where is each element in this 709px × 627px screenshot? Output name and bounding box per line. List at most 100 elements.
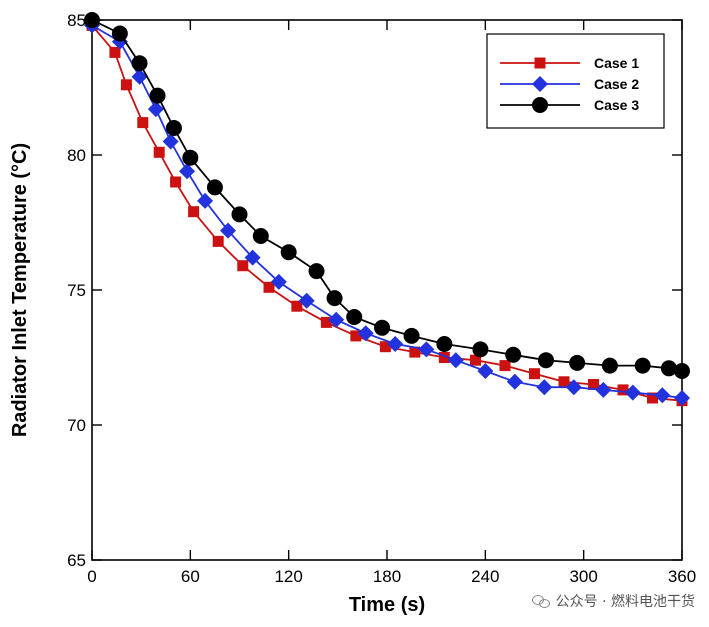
data-point — [131, 68, 148, 85]
data-point — [654, 387, 671, 404]
data-point — [147, 101, 164, 118]
data-point — [565, 379, 582, 396]
legend-marker — [534, 57, 546, 69]
data-point — [84, 12, 100, 28]
data-point — [506, 373, 523, 390]
legend-item-3: Case 3 — [500, 97, 639, 113]
x-tick-label: 0 — [87, 567, 96, 586]
data-point — [197, 192, 214, 209]
x-tick-label: 240 — [471, 567, 499, 586]
data-point — [149, 87, 166, 104]
y-tick-label: 75 — [67, 281, 86, 300]
y-tick-label: 70 — [67, 416, 86, 435]
data-point — [569, 354, 586, 371]
data-point — [595, 381, 612, 398]
data-point — [674, 390, 690, 406]
data-point — [120, 79, 132, 91]
data-point — [438, 352, 450, 363]
data-point — [252, 228, 269, 244]
series-layer — [84, 12, 690, 407]
data-point — [212, 235, 224, 247]
data-point — [617, 384, 629, 396]
x-tick-label: 300 — [569, 567, 597, 586]
data-point — [231, 206, 248, 223]
data-point — [529, 368, 540, 380]
data-point — [499, 360, 511, 372]
axis-ticks: 0 60 120 180 240 300 360 65 70 75 80 85 — [67, 11, 696, 586]
y-tick-label: 65 — [67, 551, 86, 570]
data-point — [346, 309, 363, 325]
data-point — [436, 336, 453, 352]
legend: Case 1 Case 2 Case 3 — [486, 33, 665, 129]
data-point — [220, 222, 237, 239]
data-point — [418, 341, 435, 358]
data-point — [588, 379, 599, 390]
data-point — [357, 325, 374, 342]
data-point — [111, 25, 128, 42]
data-point — [244, 249, 261, 266]
data-point — [162, 133, 179, 150]
data-point — [188, 206, 200, 218]
data-point — [109, 46, 121, 58]
data-point — [470, 354, 481, 366]
data-point — [137, 117, 149, 129]
data-point — [270, 273, 287, 290]
data-point — [298, 292, 315, 309]
data-point — [447, 352, 464, 369]
legend-marker — [532, 97, 548, 113]
data-point — [328, 311, 345, 328]
series-2 — [84, 17, 690, 406]
y-tick-label: 85 — [67, 11, 86, 30]
data-point — [308, 263, 325, 280]
legend-label: Case 3 — [594, 97, 639, 113]
legend-label: Case 2 — [594, 76, 639, 92]
data-point — [647, 392, 658, 404]
data-point — [182, 149, 199, 166]
x-tick-label: 120 — [274, 567, 302, 586]
legend-box — [486, 33, 665, 129]
legend-marker — [532, 76, 548, 92]
data-point — [403, 327, 420, 344]
data-point — [387, 336, 404, 352]
data-point — [674, 363, 690, 379]
x-tick-label: 180 — [373, 567, 401, 586]
x-tick-label: 360 — [668, 567, 696, 586]
data-point — [624, 384, 641, 401]
data-point — [601, 357, 618, 374]
data-point — [320, 316, 332, 328]
watermark-text: 公众号 · 燃料电池干货 — [555, 594, 695, 610]
data-point — [291, 300, 303, 312]
watermark: 公众号 · 燃料电池干货 — [531, 591, 695, 611]
data-point — [326, 290, 343, 307]
legend-label: Case 1 — [594, 55, 639, 71]
data-point — [558, 376, 570, 388]
data-point — [379, 341, 391, 353]
data-point — [660, 360, 677, 377]
data-point — [206, 179, 223, 196]
legend-item-1: Case 1 — [500, 55, 639, 71]
data-point — [537, 352, 554, 369]
data-point — [280, 244, 297, 261]
data-point — [374, 319, 391, 336]
data-point — [472, 341, 489, 358]
data-point — [536, 379, 553, 396]
data-point — [350, 330, 362, 342]
data-point — [477, 363, 494, 379]
data-point — [634, 357, 651, 374]
legend-item-2: Case 2 — [500, 76, 639, 92]
x-axis-title: Time (s) — [349, 594, 425, 616]
data-point — [131, 55, 148, 72]
data-point — [165, 120, 182, 136]
series-3 — [84, 12, 690, 379]
data-point — [170, 176, 182, 188]
data-point — [263, 281, 275, 293]
data-point — [409, 346, 421, 358]
wechat-icon — [531, 594, 550, 608]
y-axis-title: Radiator Inlet Temperature (°C) — [9, 143, 31, 437]
data-point — [153, 146, 165, 158]
data-point — [237, 260, 249, 272]
x-tick-label: 60 — [181, 567, 200, 586]
data-point — [505, 346, 522, 363]
y-tick-label: 80 — [67, 146, 86, 165]
